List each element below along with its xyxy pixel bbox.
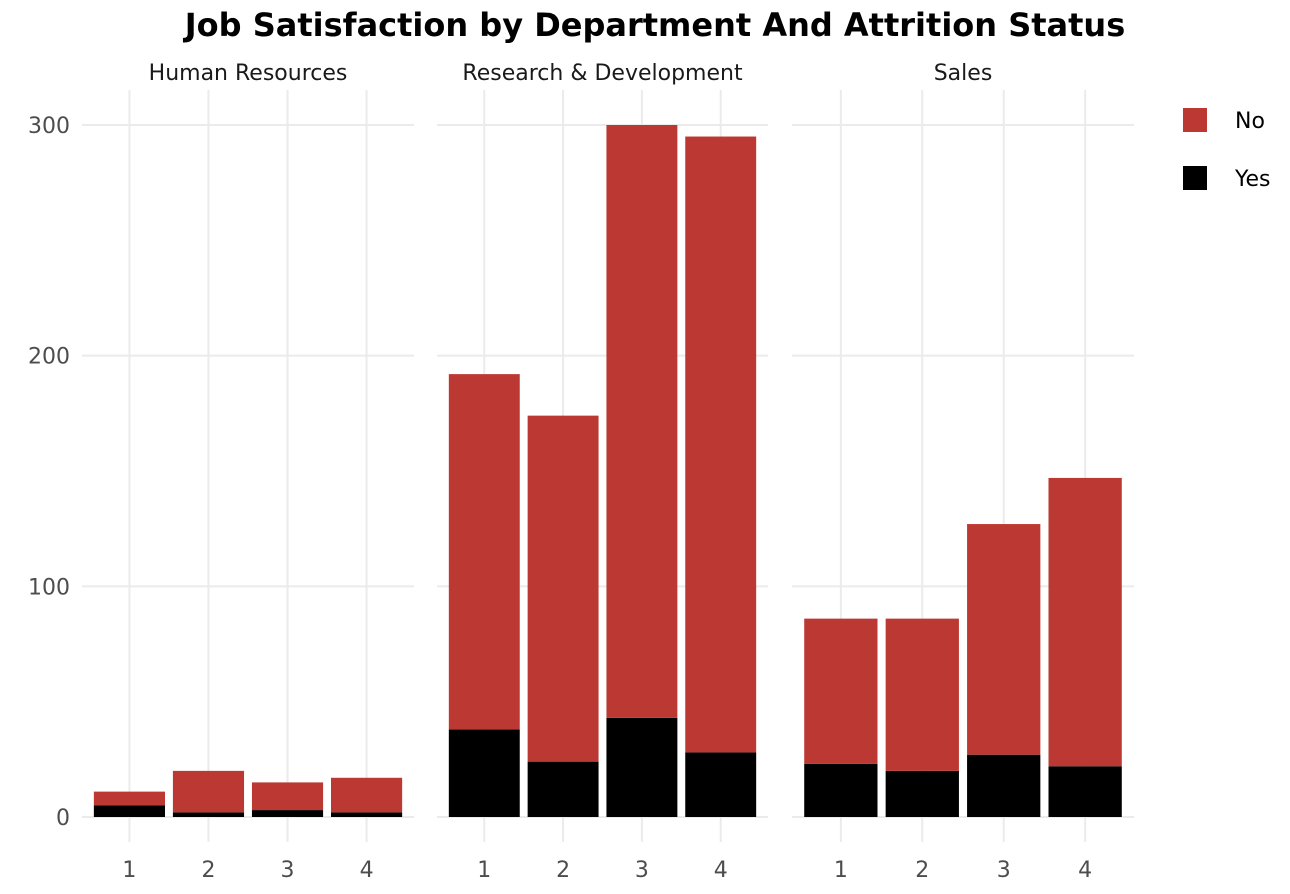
y-tick-label: 300 — [28, 114, 70, 139]
x-tick-label: 1 — [834, 858, 848, 883]
x-tick-label: 4 — [360, 858, 374, 883]
bar-segment-yes — [527, 761, 599, 817]
x-tick-label: 3 — [997, 858, 1011, 883]
bar-segment-yes — [685, 752, 757, 817]
x-tick-label: 2 — [556, 858, 570, 883]
bar-segment-no — [527, 415, 599, 762]
bar-segment-no — [967, 524, 1041, 755]
facet-strip-label: Sales — [934, 61, 993, 86]
x-tick-label: 4 — [714, 858, 728, 883]
bar-segment-no — [685, 136, 757, 753]
bar-segment-yes — [1048, 766, 1122, 817]
facet-strip-label: Research & Development — [462, 61, 743, 86]
bar-segment-yes — [885, 770, 959, 817]
facet-strip-label: Human Resources — [149, 61, 348, 86]
bar-segment-no — [448, 374, 520, 730]
legend-label: Yes — [1234, 167, 1271, 192]
bar-segment-no — [251, 782, 324, 811]
legend-item: Yes — [1183, 166, 1271, 192]
bar-segment-no — [172, 770, 245, 813]
bar-segment-yes — [804, 763, 878, 817]
x-tick-label: 1 — [122, 858, 136, 883]
bar-segment-yes — [448, 729, 520, 817]
bar-segment-yes — [967, 754, 1041, 817]
y-tick-label: 0 — [56, 806, 70, 831]
bar-segment-no — [804, 618, 878, 764]
legend-item: No — [1183, 108, 1265, 134]
legend-swatch — [1183, 108, 1207, 132]
x-tick-label: 3 — [635, 858, 649, 883]
x-tick-label: 2 — [201, 858, 215, 883]
chart-title: Job Satisfaction by Department And Attri… — [183, 6, 1126, 44]
bar-segment-yes — [606, 717, 678, 817]
y-tick-label: 200 — [28, 345, 70, 370]
legend-swatch — [1183, 166, 1207, 190]
bar-segment-no — [93, 791, 165, 806]
bar-segment-no — [1048, 477, 1122, 767]
bar-segment-yes — [331, 812, 403, 817]
facet-panel: Research & Development 1 2 3 4 — [437, 61, 768, 883]
x-tick-label: 4 — [1078, 858, 1092, 883]
bar-segment-yes — [251, 810, 324, 817]
legend-label: No — [1235, 109, 1265, 134]
x-tick-label: 2 — [915, 858, 929, 883]
bar-segment-no — [331, 777, 403, 813]
y-tick-label: 100 — [28, 575, 70, 600]
x-tick-label: 1 — [477, 858, 491, 883]
bar-segment-yes — [172, 812, 245, 817]
x-tick-label: 3 — [281, 858, 295, 883]
bar-segment-no — [885, 618, 959, 771]
bar-segment-no — [606, 125, 678, 718]
facet-panel: Sales 1 2 3 4 — [792, 61, 1134, 883]
facet-panel: Human Resources 1 2 3 4 — [82, 61, 414, 883]
bar-segment-yes — [93, 805, 165, 817]
